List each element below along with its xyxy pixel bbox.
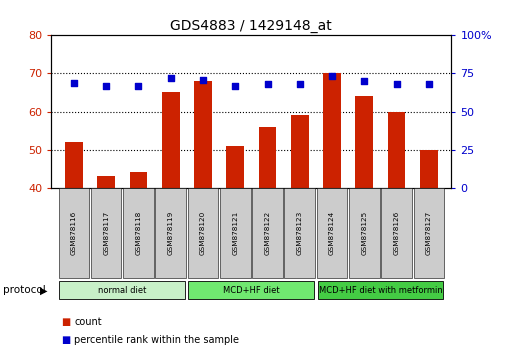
Point	[134, 83, 143, 88]
Text: GSM878119: GSM878119	[168, 211, 174, 255]
Bar	[356, 96, 373, 188]
Bar	[291, 115, 309, 188]
Bar	[388, 112, 405, 188]
Text: GSM878124: GSM878124	[329, 211, 335, 255]
Text: GSM878123: GSM878123	[297, 211, 303, 255]
Text: GSM878125: GSM878125	[361, 211, 367, 255]
Text: ■: ■	[62, 335, 71, 345]
Text: GSM878120: GSM878120	[200, 211, 206, 255]
Text: count: count	[74, 317, 102, 327]
Point	[102, 83, 110, 88]
Text: MCD+HF diet: MCD+HF diet	[223, 286, 280, 295]
Point	[328, 74, 336, 79]
Point	[263, 81, 271, 87]
Text: GSM878126: GSM878126	[393, 211, 400, 255]
Title: GDS4883 / 1429148_at: GDS4883 / 1429148_at	[170, 19, 332, 33]
Text: GSM878117: GSM878117	[103, 211, 109, 255]
Bar	[420, 149, 438, 188]
Point	[392, 81, 401, 87]
Text: protocol: protocol	[3, 285, 45, 295]
Bar	[162, 92, 180, 188]
Text: GSM878116: GSM878116	[71, 211, 77, 255]
Bar	[194, 81, 212, 188]
Text: MCD+HF diet with metformin: MCD+HF diet with metformin	[319, 286, 442, 295]
Point	[70, 80, 78, 85]
Text: ■: ■	[62, 317, 71, 327]
Point	[167, 75, 175, 81]
Text: GSM878127: GSM878127	[426, 211, 432, 255]
Point	[360, 78, 368, 84]
Text: GSM878121: GSM878121	[232, 211, 238, 255]
Bar	[259, 127, 277, 188]
Text: GSM878122: GSM878122	[265, 211, 270, 255]
Point	[231, 83, 240, 88]
Point	[199, 77, 207, 82]
Text: GSM878118: GSM878118	[135, 211, 142, 255]
Bar	[65, 142, 83, 188]
Bar	[226, 146, 244, 188]
Point	[425, 81, 433, 87]
Bar	[130, 172, 147, 188]
Bar	[323, 74, 341, 188]
Text: ▶: ▶	[40, 285, 47, 295]
Point	[295, 81, 304, 87]
Text: percentile rank within the sample: percentile rank within the sample	[74, 335, 240, 345]
Bar	[97, 176, 115, 188]
Text: normal diet: normal diet	[98, 286, 147, 295]
